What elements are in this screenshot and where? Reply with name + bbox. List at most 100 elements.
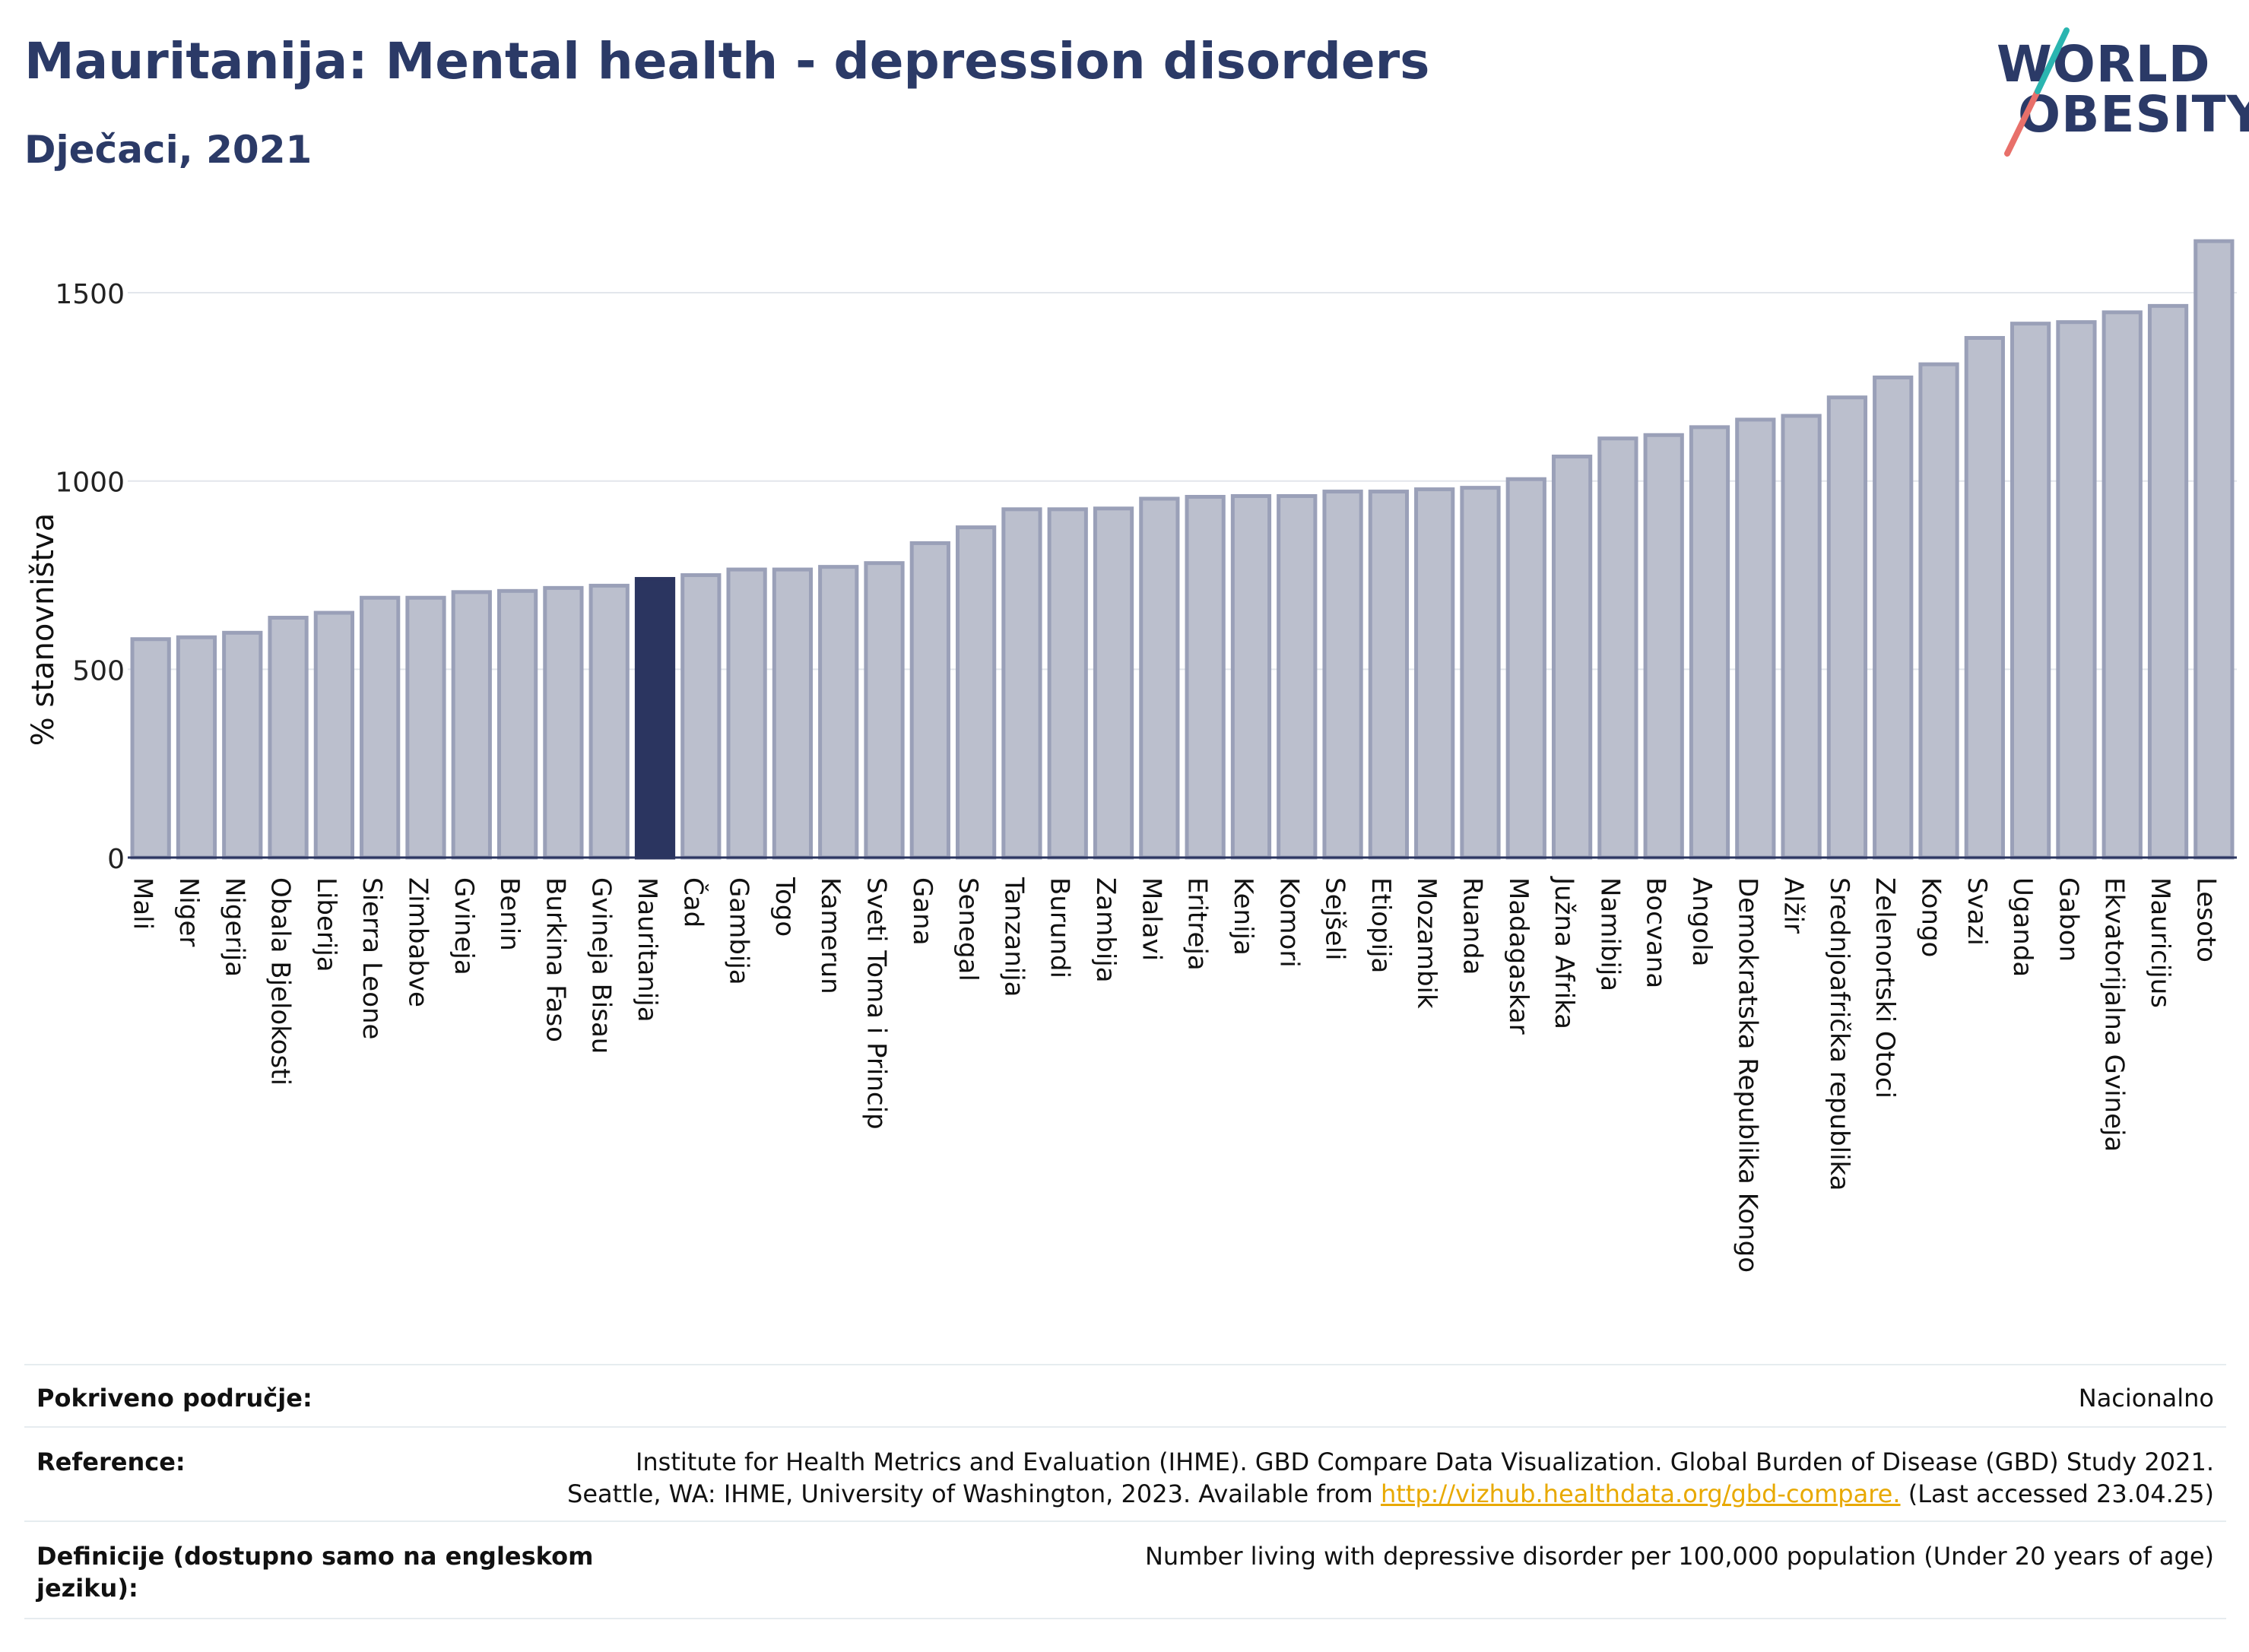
reference-link[interactable]: http://vizhub.healthdata.org/gbd-compare… (1380, 1479, 1901, 1508)
bar-lesoto[interactable] (2193, 239, 2235, 860)
logo-slash-icon (2004, 27, 2070, 157)
reference-text: Seattle, WA: IHME, University of Washing… (567, 1479, 1373, 1508)
bar-gambija[interactable] (726, 567, 767, 860)
x-tick-label: Ekvatorijalna Gvineja (2099, 877, 2130, 1152)
reference-accessed: (Last accessed 23.04.25) (1908, 1479, 2214, 1508)
x-tick-label: Malavi (1136, 877, 1166, 961)
x-tick-label: Kenija (1228, 877, 1258, 956)
x-tick-label: Kongo (1916, 877, 1946, 957)
bar-togo[interactable] (772, 567, 814, 860)
bar-eritreja[interactable] (1185, 495, 1226, 860)
x-tick-label: Mozambik (1411, 877, 1442, 1009)
x-tick-label: Angola (1686, 877, 1717, 966)
bar-angola[interactable] (1689, 425, 1730, 860)
bar-sejšeli[interactable] (1322, 490, 1363, 860)
bar-kenija[interactable] (1230, 494, 1272, 860)
bar-ruanda[interactable] (1460, 486, 1501, 860)
x-tick-label: Zambija (1090, 877, 1121, 983)
x-tick-label: Alžir (1778, 877, 1809, 934)
x-tick-label: Srednjoafrička republika (1824, 877, 1854, 1191)
bar-nigerija[interactable] (222, 630, 263, 860)
bar-mozambik[interactable] (1414, 487, 1455, 860)
axes: 0 500 1000 1500 Mali Niger Nigerija Obala Bjelo… (26, 279, 2237, 1273)
bar-sveti-toma-i-princip[interactable] (864, 561, 905, 860)
definition-row: Definicije (dostupno samo na engleskom j… (24, 1520, 2226, 1619)
footer-divider (24, 1520, 2226, 1522)
x-tick-label: Svazi (1962, 877, 1992, 946)
bar-uganda[interactable] (2010, 322, 2051, 860)
bar-alžir[interactable] (1781, 414, 1822, 860)
bar-gana[interactable] (909, 541, 950, 860)
bar-gvineja-bisau[interactable] (588, 583, 630, 860)
bar-senegal[interactable] (956, 525, 997, 860)
reference-line-1: Institute for Health Metrics and Evaluat… (635, 1447, 2214, 1476)
bar-gvineja[interactable] (451, 590, 492, 860)
bar-niger[interactable] (176, 635, 217, 860)
world-obesity-logo: WORLD OBESITY (1990, 23, 2249, 160)
bar-zelenortski-otoci[interactable] (1873, 375, 1914, 860)
bar-svazi[interactable] (1964, 335, 2005, 860)
x-tick-label: Burkina Faso (540, 877, 570, 1042)
x-tick-label: Zelenortski Otoci (1870, 877, 1900, 1099)
logo-word-obesity: OBESITY (2018, 85, 2249, 144)
coverage-row: Pokriveno područje: Nacionalno (24, 1364, 2226, 1426)
bar-ekvatorijalna-gvineja[interactable] (2101, 310, 2143, 860)
reference-line-2: Seattle, WA: IHME, University of Washing… (567, 1479, 2214, 1508)
x-tick-label: Kamerun (815, 877, 845, 994)
bar-burkina-faso[interactable] (543, 585, 584, 860)
bar-sierra-leone[interactable] (360, 595, 401, 860)
x-tick-label: Etiopija (1366, 877, 1396, 973)
bar-mauricijus[interactable] (2147, 303, 2189, 860)
bar-mali[interactable] (130, 637, 171, 860)
x-tick-label: Mauritanija (632, 877, 662, 1023)
x-tick-label: Demokratska Republika Kongo (1732, 877, 1762, 1273)
logo-word-world: WORLD (1997, 35, 2211, 94)
x-tick-label: Sveti Toma i Princip (861, 877, 892, 1130)
x-tick-label: Uganda (2007, 877, 2038, 977)
bar-čad[interactable] (680, 573, 722, 860)
footer-divider (24, 1364, 2226, 1365)
bar-kamerun[interactable] (818, 565, 859, 860)
x-tick-label: Lesoto (2190, 877, 2221, 962)
bar-demokratska-republika-kongo[interactable] (1735, 417, 1776, 860)
bar-madagaskar[interactable] (1505, 477, 1546, 860)
y-tick-label: 1500 (55, 279, 125, 310)
bar-južna-afrika[interactable] (1551, 455, 1593, 860)
bar-benin[interactable] (496, 588, 538, 860)
bar-zambija[interactable] (1093, 506, 1134, 860)
bar-srednjoafrička-republika[interactable] (1826, 395, 1868, 860)
x-tick-label: Gambija (724, 877, 754, 985)
reference-row: Reference: Institute for Health Metrics … (24, 1426, 2226, 1520)
x-tick-label: Liberija (311, 877, 341, 972)
chart-title: Mauritanija: Mental health - depression … (24, 32, 1430, 90)
bar-liberija[interactable] (313, 610, 354, 860)
bar-malavi[interactable] (1139, 496, 1180, 860)
bar-namibija[interactable] (1597, 436, 1638, 860)
bar-mauritanija[interactable] (634, 576, 676, 860)
bar-burundi[interactable] (1047, 507, 1088, 860)
x-tick-label: Sejšeli (1320, 877, 1350, 960)
y-tick-label: 500 (72, 655, 125, 686)
x-tick-label: Mali (128, 877, 158, 930)
x-tick-label: Ruanda (1457, 877, 1487, 975)
x-tick-label: Benin (494, 877, 525, 951)
bar-tanzanija[interactable] (1001, 507, 1042, 860)
reference-label: Reference: (36, 1447, 186, 1476)
bar-chart: 0 500 1000 1500 Mali Niger Nigerija Obala Bjelo… (26, 239, 2237, 1273)
footer-divider (24, 1618, 2226, 1619)
x-tick-label: Madagaskar (1503, 877, 1534, 1035)
bars (130, 239, 2235, 860)
bar-obala-bjelokosti[interactable] (268, 615, 309, 860)
bar-zimbabve[interactable] (405, 595, 446, 860)
bar-kongo[interactable] (1918, 362, 1959, 860)
bar-etiopija[interactable] (1368, 490, 1409, 860)
x-tick-label: Gana (907, 877, 937, 946)
bar-bocvana[interactable] (1643, 433, 1684, 860)
bar-komori[interactable] (1277, 494, 1318, 860)
x-tick-label: Gvineja (449, 877, 479, 975)
x-tick-label: Eritreja (1182, 877, 1213, 971)
bar-gabon[interactable] (2056, 320, 2097, 860)
chart-subtitle: Dječaci, 2021 (24, 128, 312, 172)
x-tick-label: Burundi (1045, 877, 1075, 978)
x-tick-label: Mauricijus (2145, 877, 2175, 1008)
